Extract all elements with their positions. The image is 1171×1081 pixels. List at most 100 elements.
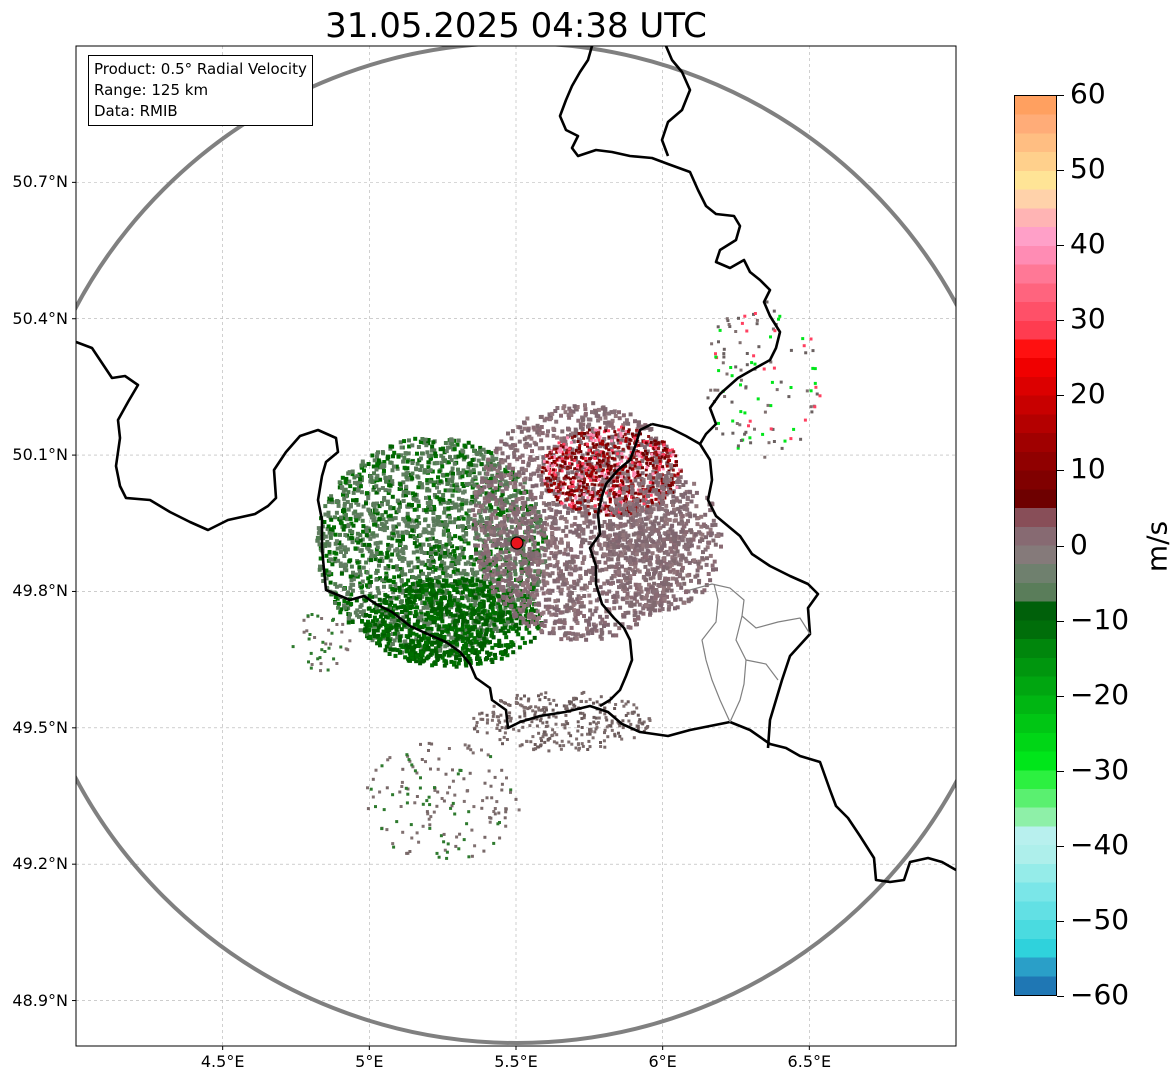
echo-pixel — [542, 533, 547, 538]
echo-pixel — [582, 485, 586, 489]
echo-pixel — [433, 611, 438, 616]
echo-pixel — [417, 588, 422, 593]
echo-pixel — [590, 455, 595, 459]
echo-pixel — [675, 572, 680, 577]
echo-pixel — [617, 428, 621, 432]
echo-pixel — [339, 607, 344, 612]
echo-pixel — [455, 568, 460, 573]
echo-pixel — [416, 559, 421, 564]
echo-pixel — [425, 537, 430, 542]
echo-pixel — [455, 611, 460, 616]
echo-pixel — [464, 611, 469, 616]
echo-pixel — [419, 614, 424, 619]
echo-pixel — [398, 643, 403, 648]
echo-pixel — [483, 476, 488, 481]
echo-pixel — [410, 461, 415, 465]
echo-pixel — [478, 445, 483, 450]
echo-pixel — [491, 610, 496, 615]
echo-pixel — [393, 588, 397, 593]
echo-pixel — [429, 648, 434, 653]
echo-pixel — [484, 449, 488, 454]
echo-pixel — [681, 494, 686, 499]
echo-pixel — [511, 477, 516, 482]
echo-pixel — [535, 525, 540, 529]
echo-pixel — [653, 541, 658, 546]
echo-pixel — [338, 545, 343, 550]
echo-pixel — [509, 436, 514, 441]
echo-pixel — [457, 627, 462, 632]
echo-pixel — [467, 508, 471, 513]
echo-pixel — [512, 511, 517, 516]
echo-pixel — [575, 555, 580, 559]
echo-pixel — [406, 451, 411, 456]
echo-pixel — [550, 588, 555, 593]
echo-pixel — [484, 491, 489, 496]
echo-pixel — [403, 451, 408, 456]
echo-pixel — [598, 585, 603, 590]
echo-pixel — [468, 603, 473, 608]
echo-pixel — [508, 644, 513, 649]
echo-pixel — [589, 529, 594, 534]
echo-pixel — [404, 582, 409, 587]
echo-pixel — [527, 599, 531, 603]
echo-pixel — [364, 560, 369, 565]
echo-pixel — [462, 455, 467, 460]
echo-pixel — [553, 409, 558, 413]
echo-pixel — [395, 547, 400, 552]
echo-pixel — [349, 578, 354, 582]
echo-pixel — [437, 624, 442, 629]
echo-pixel — [412, 565, 417, 570]
echo-pixel — [446, 506, 451, 511]
echo-pixel — [336, 503, 341, 508]
echo-pixel — [520, 453, 525, 458]
echo-pixel — [522, 558, 527, 563]
echo-pixel — [361, 565, 366, 570]
echo-pixel — [507, 554, 512, 559]
echo-pixel — [354, 572, 359, 577]
echo-pixel — [391, 590, 396, 595]
echo-pixel — [365, 632, 370, 637]
echo-pixel — [513, 583, 518, 588]
echo-pixel — [471, 468, 476, 473]
echo-pixel — [532, 540, 537, 545]
echo-pixel — [527, 547, 532, 551]
echo-pixel — [388, 647, 393, 652]
echo-pixel — [628, 625, 633, 630]
echo-pixel — [550, 629, 555, 634]
echo-pixel — [352, 487, 357, 492]
echo-pixel — [444, 507, 449, 512]
echo-pixel — [524, 626, 529, 631]
echo-pixel — [511, 585, 516, 590]
echo-pixel — [586, 631, 591, 636]
echo-pixel — [581, 540, 586, 545]
echo-pixel — [463, 644, 468, 649]
echo-pixel — [427, 571, 431, 576]
echo-pixel — [495, 593, 500, 598]
echo-pixel — [619, 471, 624, 476]
echo-pixel — [545, 590, 550, 595]
echo-pixel — [507, 462, 512, 467]
echo-pixel — [417, 521, 422, 526]
echo-pixel — [445, 477, 449, 482]
echo-pixel — [513, 448, 518, 453]
echo-pixel — [344, 550, 348, 554]
echo-pixel — [417, 593, 422, 598]
echo-pixel — [413, 589, 418, 594]
echo-pixel — [495, 571, 500, 576]
echo-pixel — [347, 479, 352, 484]
echo-pixel — [434, 539, 439, 543]
echo-pixel — [450, 562, 455, 567]
echo-pixel — [382, 597, 387, 602]
echo-pixel — [412, 507, 417, 512]
echo-pixel — [635, 428, 639, 432]
echo-pixel — [461, 484, 466, 489]
echo-pixel — [395, 567, 400, 572]
echo-pixel — [561, 486, 565, 490]
echo-pixel — [674, 560, 679, 565]
echo-pixel — [566, 434, 570, 439]
echo-pixel — [563, 547, 568, 552]
echo-pixel — [374, 490, 379, 495]
echo-pixel — [626, 474, 631, 479]
echo-pixel — [358, 533, 363, 537]
echo-pixel — [412, 541, 417, 546]
